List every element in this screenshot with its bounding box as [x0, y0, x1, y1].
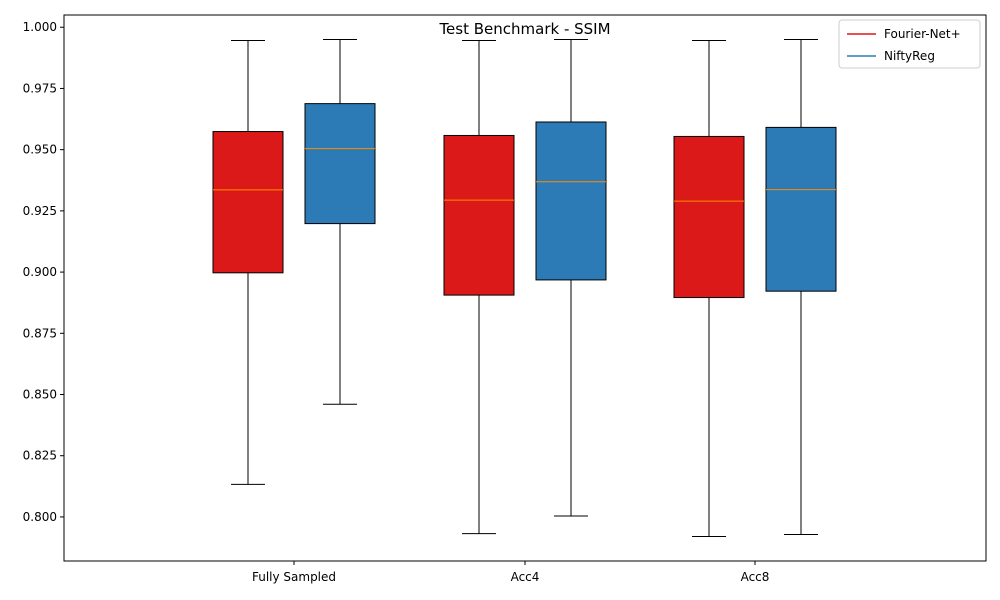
y-tick-label: 0.825	[23, 449, 57, 463]
box-fourier-net--0	[212, 39, 284, 485]
x-tick-label: Acc4	[511, 570, 540, 584]
legend-label-niftyreg: NiftyReg	[884, 49, 935, 63]
box-fourier-net--2	[673, 39, 745, 538]
iqr-box	[212, 131, 284, 274]
y-tick-label: 0.975	[23, 81, 57, 95]
box-niftyreg-0	[304, 38, 376, 405]
box-fourier-net--1	[443, 39, 515, 535]
iqr-box	[535, 121, 607, 281]
iqr-box	[443, 134, 515, 296]
plot-area	[64, 15, 986, 561]
iqr-box	[673, 135, 745, 299]
y-tick-label: 1.000	[23, 20, 57, 34]
iqr-box	[304, 103, 376, 225]
legend-label-fourier-net: Fourier-Net+	[884, 27, 961, 41]
y-tick-label: 0.800	[23, 510, 57, 524]
plot-frame	[63, 14, 987, 562]
legend: Fourier-Net+ NiftyReg	[838, 19, 981, 69]
y-tick-label: 0.850	[23, 388, 57, 402]
y-tick-label: 0.925	[23, 204, 57, 218]
y-tick-label: 0.875	[23, 326, 57, 340]
x-tick-label: Acc8	[741, 570, 770, 584]
y-tick-label: 0.900	[23, 265, 57, 279]
x-axis: Fully Sampled Acc4 Acc8	[252, 561, 769, 584]
box-niftyreg-1	[535, 38, 607, 517]
boxes-layer	[212, 38, 837, 538]
y-tick-label: 0.950	[23, 143, 57, 157]
chart-title: Test Benchmark - SSIM	[438, 20, 610, 38]
y-axis: 0.800 0.825 0.850 0.875 0.900 0.925 0.950 0.975…	[23, 20, 64, 524]
box-niftyreg-2	[765, 38, 837, 536]
x-tick-label: Fully Sampled	[252, 570, 336, 584]
iqr-box	[765, 126, 837, 292]
